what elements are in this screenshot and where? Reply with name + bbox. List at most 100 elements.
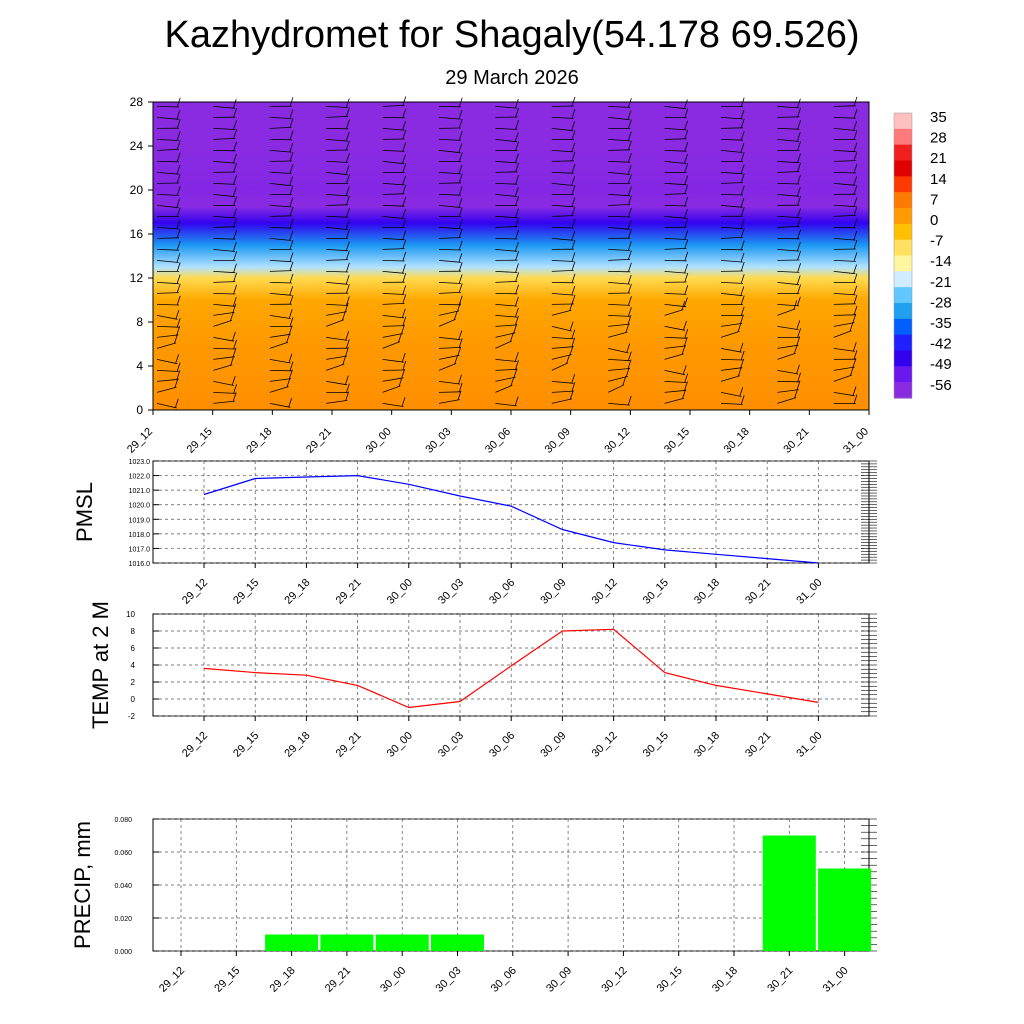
temp-series-line [203,628,819,709]
wind-barb-feather [233,141,237,151]
wind-barb-staff [156,249,179,251]
wind-barb-staff [495,332,516,338]
wind-barb-staff [382,205,405,207]
wind-barb-feather [176,325,181,336]
wind-barb-feather [289,185,294,195]
wind-barb-staff [495,376,516,382]
wind-barb-staff [608,282,630,285]
heatmap-ytick-label: 20 [130,183,144,197]
wind-barb-feather [515,98,519,109]
wind-barb-staff [608,259,631,261]
wind-barb-staff [438,182,462,184]
wind-barb-feather [739,342,744,353]
precip-ytick-label: 0.080 [114,817,132,824]
wind-barb-feather [684,175,689,185]
wind-barb-staff [269,260,292,263]
wind-barb-feather [344,302,349,313]
wind-barb-feather [627,395,632,406]
wind-barb-feather [176,283,181,293]
wind-barb-staff [833,128,856,131]
wind-barb-feather [796,336,801,346]
wind-barb-feather [571,252,576,262]
wind-barb-feather [232,347,237,358]
wind-barb-feather [401,368,406,379]
pmsl-xtick-label: 30_09 [538,577,568,607]
wind-barb-feather [571,121,575,131]
wind-barb-staff [213,364,233,371]
wind-barb-feather [740,219,745,229]
wind-barb-staff [269,117,292,119]
wind-barb-staff [495,216,518,219]
pmsl-xtick-label: 30_00 [385,577,415,607]
wind-barb-staff [326,106,349,108]
wind-barb-feather [627,359,632,369]
wind-barb-staff [777,161,800,164]
wind-barb-staff [551,354,572,360]
colorbar-swatch [894,303,912,320]
wind-barb-feather [289,118,294,128]
wind-barb-feather [176,240,181,251]
wind-barb-staff [720,323,743,327]
wind-barb-feather [176,274,181,284]
temp-xtick-label: 30_21 [743,730,773,760]
wind-barb-staff [777,308,796,316]
wind-barb-feather [627,165,632,175]
wind-barb-staff [551,362,569,371]
wind-barb-feather [797,250,801,261]
wind-barb-feather [684,218,689,228]
wind-barb-feather [740,198,745,208]
wind-barb-feather [458,185,463,196]
pmsl-xtick-label: 30_21 [743,577,773,607]
heatmap-xtick-label: 30_12 [602,426,632,456]
wind-barb-feather [740,252,745,263]
wind-barb-feather [513,323,518,334]
wind-barb-feather [797,162,801,172]
wind-barb-staff [777,116,800,118]
wind-barb-feather [515,120,519,130]
wind-barb-feather [458,207,463,217]
colorbar-swatch [894,160,912,177]
wind-barb-feather [289,361,294,371]
temp-ytick-label: -2 [128,712,136,721]
heatmap-xtick-label: 30_03 [423,426,453,456]
wind-barb-feather [515,296,519,307]
temp-xtick-label: 30_15 [641,730,671,760]
wind-barb-staff [213,293,236,295]
wind-barb-feather [176,164,181,175]
wind-barb-staff [608,331,628,338]
wind-barb-feather [453,310,458,320]
wind-barb-feather [233,217,237,228]
colorbar-swatch [894,239,912,257]
wind-barb-feather [346,153,350,163]
wind-barb-feather [458,152,463,162]
wind-barb-staff [326,139,348,142]
wind-barb-staff [213,238,236,240]
wind-barb-feather [289,151,294,162]
wind-barb-staff [438,237,461,239]
heatmap-ytick-label: 24 [130,139,144,153]
wind-barb-feather [682,365,687,375]
wind-barb-feather [684,184,689,194]
wind-barb-staff [326,194,349,197]
wind-barb-feather [739,387,744,397]
wind-barb-staff [326,216,349,218]
heatmap-ytick-label: 4 [136,359,143,373]
wind-barb-feather [176,207,181,217]
colorbar-label: -49 [930,356,952,373]
wind-barb-feather [853,151,858,161]
wind-barb-feather [684,230,689,240]
wind-barb-feather [853,285,858,295]
wind-barb-feather [684,297,688,307]
wind-barb-feather [571,151,576,162]
wind-barb-feather [233,153,237,164]
wind-barb-feather [176,262,181,272]
wind-barb-staff [213,381,234,386]
wind-barb-staff [438,139,461,141]
colorbar-label: -56 [930,377,952,394]
wind-barb-feather [288,397,293,408]
wind-barb-staff [777,249,800,252]
wind-barb-feather [176,173,181,184]
wind-barb-staff [495,161,518,164]
wind-barb-feather [458,338,463,348]
temp-ytick-label: 10 [126,610,135,619]
